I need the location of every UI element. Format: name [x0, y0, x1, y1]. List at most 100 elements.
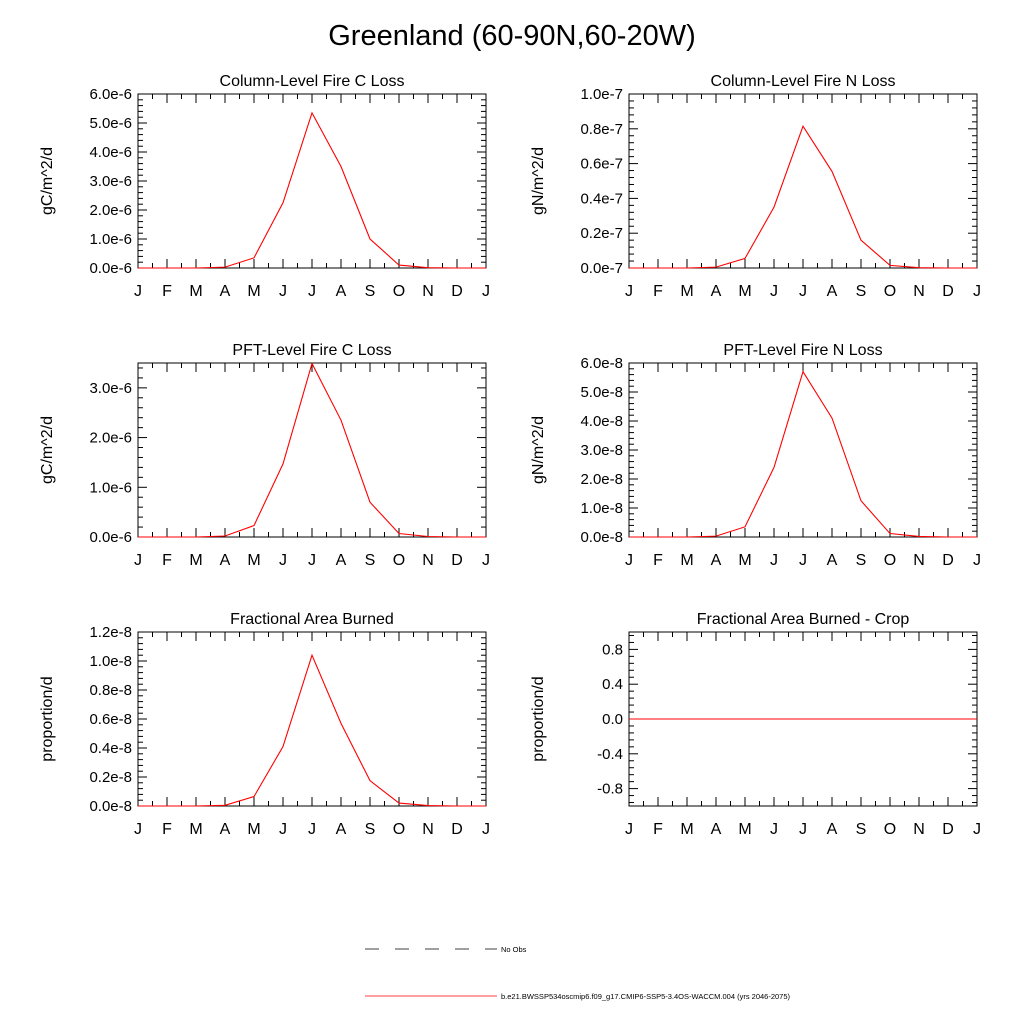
y-tick-label: 3.0e-6 [89, 380, 132, 397]
x-tick-label: M [680, 552, 693, 569]
x-tick-label: M [247, 283, 260, 300]
series-line-1 [629, 370, 977, 538]
x-tick-label: J [482, 552, 490, 569]
x-tick-label: F [162, 283, 172, 300]
x-tick-label: M [189, 821, 202, 838]
y-tick-label: 0.2e-7 [580, 225, 623, 242]
x-tick-label: M [738, 283, 751, 300]
x-tick-label: N [913, 821, 925, 838]
legend-series-label: b.e21.BWSSP534oscmip6.f09_g17.CMIP6-SSP5… [501, 992, 791, 1001]
y-tick-label: 1.0e-7 [580, 86, 623, 103]
x-tick-label: J [625, 821, 633, 838]
x-tick-label: J [482, 821, 490, 838]
y-tick-label: 3.0e-8 [580, 442, 623, 459]
panel-title: PFT-Level Fire C Loss [232, 342, 391, 359]
y-tick-label: 0.0e-8 [580, 529, 623, 546]
y-axis-label: gN/m^2/d [530, 147, 547, 215]
x-tick-label: J [279, 821, 287, 838]
chart-panel-4: PFT-Level Fire N Loss gN/m^2/d 0.0e-8 1.0e-… [530, 342, 981, 569]
x-tick-label: O [884, 283, 896, 300]
x-tick-label: N [422, 821, 434, 838]
y-tick-label: 2.0e-8 [580, 471, 623, 488]
x-tick-label: S [856, 821, 867, 838]
x-tick-label: M [738, 821, 751, 838]
x-tick-label: D [942, 552, 954, 569]
x-tick-label: M [247, 821, 260, 838]
x-tick-label: S [856, 283, 867, 300]
chart-panel-6: Fractional Area Burned - Crop proportion/… [530, 611, 981, 838]
panel-title: Column-Level Fire N Loss [711, 73, 896, 90]
x-tick-label: J [308, 552, 316, 569]
chart-panel-1: Column-Level Fire C Loss gC/m^2/d 0.0e-6 1.… [39, 73, 490, 300]
chart-panel-3: PFT-Level Fire C Loss gC/m^2/d 0.0e-6 1.0e-… [39, 342, 490, 569]
x-tick-label: O [393, 552, 405, 569]
x-tick-label: A [711, 283, 722, 300]
y-tick-label: 1.0e-8 [580, 500, 623, 517]
x-tick-label: S [365, 552, 376, 569]
x-tick-label: J [799, 821, 807, 838]
y-tick-label: 4.0e-8 [580, 413, 623, 430]
y-axis-label: proportion/d [530, 676, 547, 761]
x-tick-label: J [134, 283, 142, 300]
y-tick-label: 0.0e-7 [580, 260, 623, 277]
x-tick-label: A [827, 552, 838, 569]
x-tick-label: J [482, 283, 490, 300]
x-tick-label: J [770, 283, 778, 300]
y-tick-label: 6.0e-8 [580, 355, 623, 372]
y-tick-label: 0.0e-8 [89, 798, 132, 815]
y-tick-label: 0.4 [602, 676, 623, 693]
panel-title: Fractional Area Burned [230, 611, 394, 628]
x-tick-label: O [884, 552, 896, 569]
chart-panel-2: Column-Level Fire N Loss gN/m^2/d 0.0e-7 0.… [530, 73, 981, 300]
y-tick-label: 2.0e-6 [89, 430, 132, 447]
x-tick-label: A [336, 821, 347, 838]
y-axis-label: gC/m^2/d [39, 147, 56, 215]
x-tick-label: N [422, 552, 434, 569]
series-line-1 [629, 124, 977, 269]
x-tick-label: M [189, 283, 202, 300]
x-tick-label: A [220, 283, 231, 300]
x-tick-label: J [279, 552, 287, 569]
x-tick-label: J [973, 821, 981, 838]
x-tick-label: M [738, 552, 751, 569]
y-axis-label: gN/m^2/d [530, 416, 547, 484]
x-tick-label: A [711, 821, 722, 838]
y-tick-label: 6.0e-6 [89, 86, 132, 103]
x-tick-label: O [393, 821, 405, 838]
x-tick-label: A [827, 283, 838, 300]
y-axis-label: proportion/d [39, 676, 56, 761]
x-tick-label: F [162, 821, 172, 838]
x-tick-label: D [942, 821, 954, 838]
x-tick-label: D [942, 283, 954, 300]
x-tick-label: D [451, 283, 463, 300]
x-tick-label: J [134, 821, 142, 838]
x-tick-label: O [393, 283, 405, 300]
x-tick-label: A [711, 552, 722, 569]
y-tick-label: -0.8 [597, 781, 623, 798]
y-tick-label: 0.0 [602, 711, 623, 728]
y-tick-label: 5.0e-8 [580, 384, 623, 401]
y-tick-label: 0.0e-6 [89, 260, 132, 277]
x-tick-label: D [451, 552, 463, 569]
x-tick-label: A [220, 821, 231, 838]
series-line-1 [138, 653, 486, 807]
y-tick-label: 0.8e-8 [89, 682, 132, 699]
x-tick-label: M [189, 552, 202, 569]
y-tick-label: 0.8e-7 [580, 121, 623, 138]
x-tick-label: J [279, 283, 287, 300]
x-tick-label: A [220, 552, 231, 569]
x-tick-label: J [308, 821, 316, 838]
series-line-1 [138, 362, 486, 538]
y-tick-label: 5.0e-6 [89, 115, 132, 132]
x-tick-label: M [680, 821, 693, 838]
x-tick-label: J [799, 283, 807, 300]
x-tick-label: M [680, 283, 693, 300]
x-tick-label: J [625, 552, 633, 569]
y-tick-label: 3.0e-6 [89, 173, 132, 190]
x-tick-label: N [913, 552, 925, 569]
x-tick-label: F [653, 821, 663, 838]
y-tick-label: 0.4e-8 [89, 740, 132, 757]
y-tick-label: 0.6e-7 [580, 156, 623, 173]
y-tick-label: 0.4e-7 [580, 190, 623, 207]
